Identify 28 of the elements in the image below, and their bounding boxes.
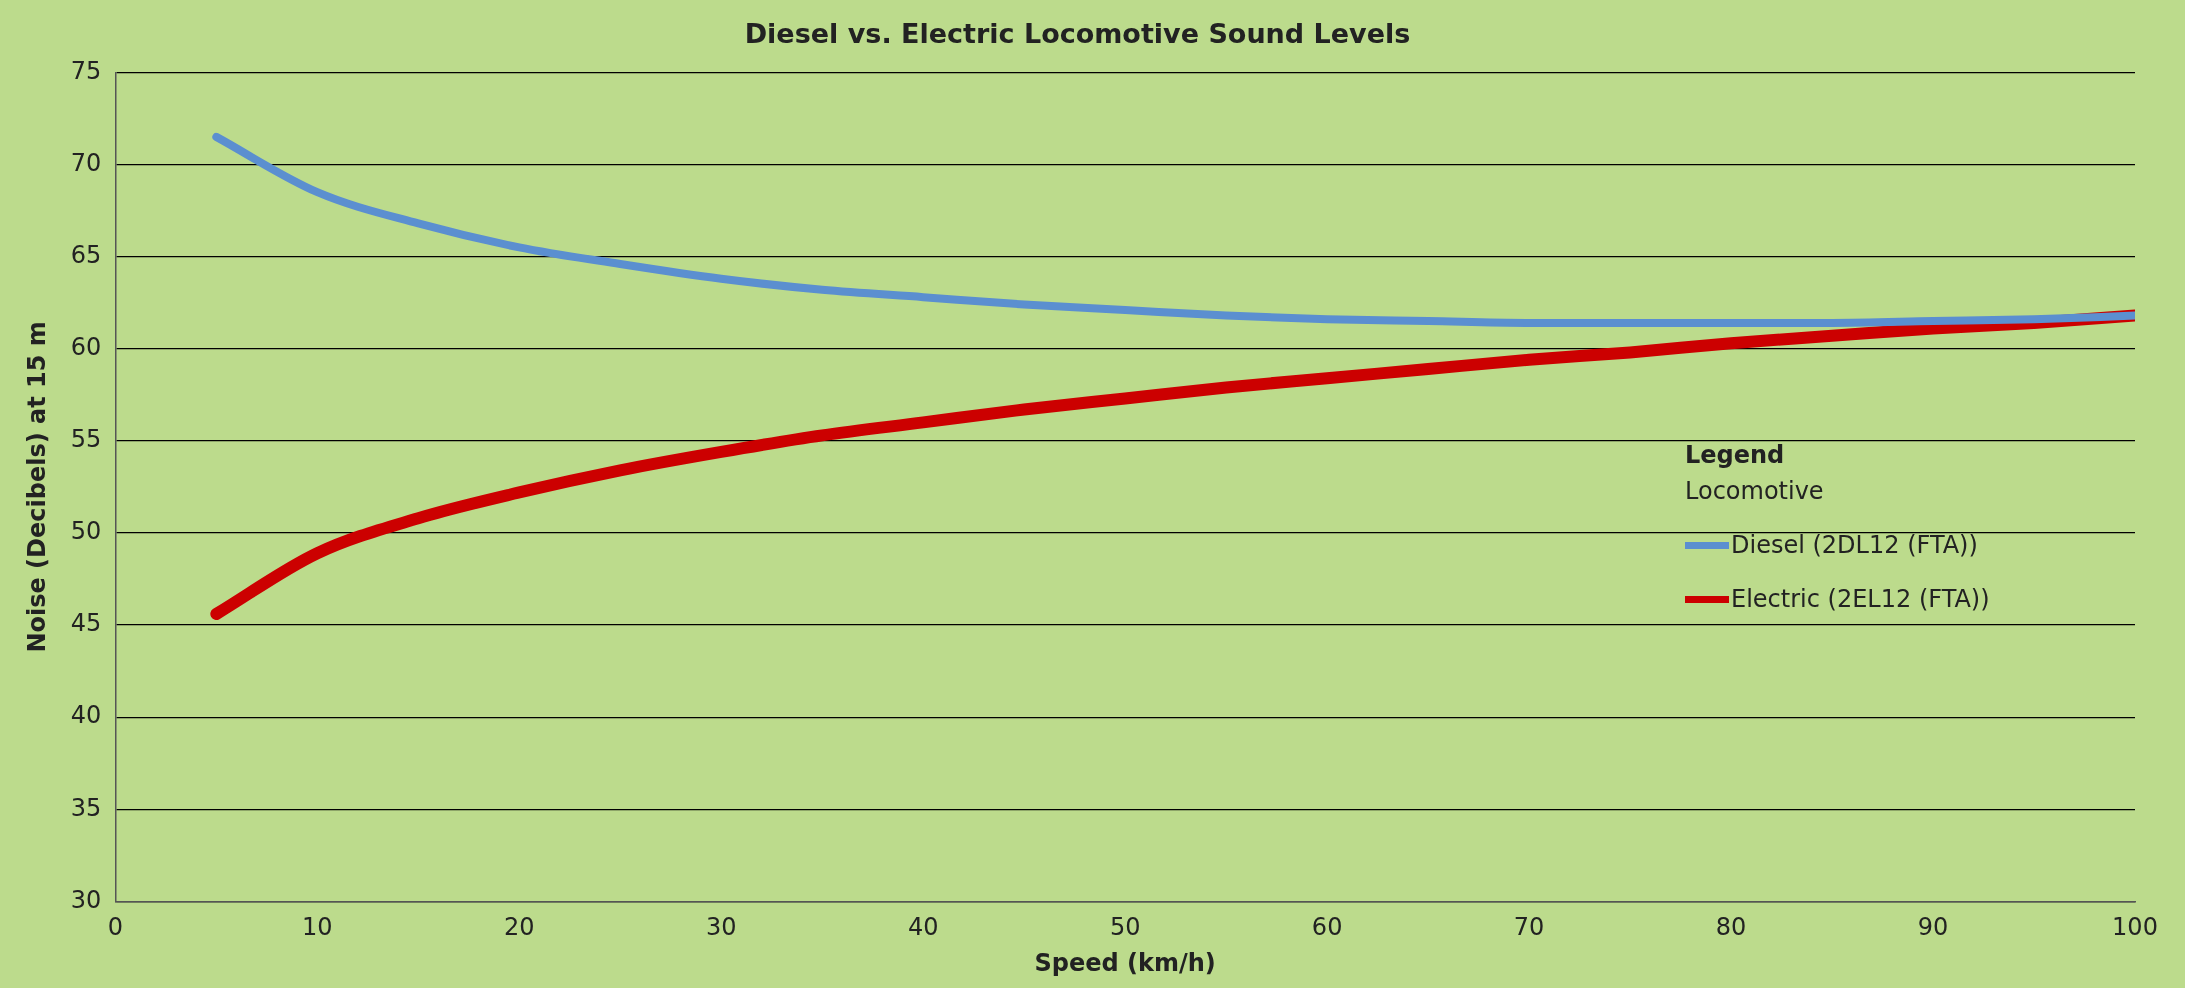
x-tick-label: 70 (1513, 913, 1545, 942)
x-tick-label: 0 (107, 913, 123, 942)
y-tick-label: 55 (70, 425, 102, 454)
x-tick-label: 100 (2112, 913, 2158, 942)
x-tick-label: 30 (705, 913, 737, 942)
y-axis-title: Noise (Decibels) at 15 m (22, 321, 51, 653)
legend-label: Electric (2EL12 (FTA)) (1731, 585, 1990, 614)
y-tick-label: 70 (70, 148, 102, 177)
annotation: Locomotive (1685, 477, 1825, 506)
x-tick-label: 10 (302, 913, 333, 942)
x-tick-label: 50 (1109, 913, 1141, 942)
y-tick-label: 35 (70, 793, 102, 822)
y-tick-label: 60 (70, 332, 102, 361)
y-tick-label: 30 (70, 885, 102, 914)
x-tick-label: 80 (1715, 913, 1747, 942)
chart-title: Diesel vs. Electric Locomotive Sound Levels (744, 18, 1411, 50)
x-axis-title: Speed (km/h) (1034, 948, 1216, 977)
x-tick-label: 20 (504, 913, 535, 942)
y-tick-label: 50 (70, 517, 102, 546)
y-tick-label: 65 (70, 240, 102, 269)
x-tick-label: 60 (1311, 913, 1343, 942)
y-tick-label: 75 (70, 56, 102, 85)
y-tick-label: 40 (70, 701, 102, 730)
legend-label: Diesel (2DL12 (FTA)) (1731, 531, 1978, 560)
legend-title: Legend (1685, 441, 1786, 470)
y-tick-label: 45 (70, 609, 102, 638)
x-tick-label: 90 (1917, 913, 1949, 942)
x-tick-label: 40 (907, 913, 939, 942)
